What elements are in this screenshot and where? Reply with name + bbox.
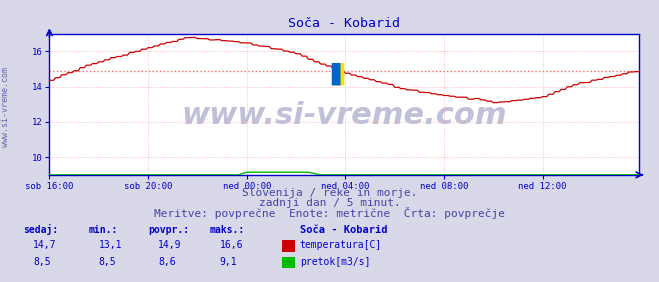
Text: 16,6: 16,6 [219, 240, 243, 250]
Text: 8,5: 8,5 [99, 257, 117, 267]
Text: zadnji dan / 5 minut.: zadnji dan / 5 minut. [258, 199, 401, 208]
Text: 9,1: 9,1 [219, 257, 237, 267]
Text: 8,5: 8,5 [33, 257, 51, 267]
Text: 13,1: 13,1 [99, 240, 123, 250]
Text: 14,7: 14,7 [33, 240, 57, 250]
Text: sedaj:: sedaj: [23, 224, 58, 235]
Title: Soča - Kobarid: Soča - Kobarid [289, 17, 400, 30]
Text: ▌: ▌ [331, 62, 349, 85]
Text: 14,9: 14,9 [158, 240, 182, 250]
Text: Meritve: povprečne  Enote: metrične  Črta: povprečje: Meritve: povprečne Enote: metrične Črta:… [154, 207, 505, 219]
Text: povpr.:: povpr.: [148, 225, 189, 235]
Text: Slovenija / reke in morje.: Slovenija / reke in morje. [242, 188, 417, 198]
Text: www.si-vreme.com: www.si-vreme.com [1, 67, 10, 147]
Text: ▐: ▐ [327, 62, 344, 85]
Text: min.:: min.: [89, 225, 119, 235]
Text: temperatura[C]: temperatura[C] [300, 240, 382, 250]
Text: pretok[m3/s]: pretok[m3/s] [300, 257, 370, 267]
Text: Soča - Kobarid: Soča - Kobarid [300, 225, 387, 235]
Text: www.si-vreme.com: www.si-vreme.com [181, 101, 507, 130]
Text: maks.:: maks.: [210, 225, 244, 235]
Text: 8,6: 8,6 [158, 257, 176, 267]
